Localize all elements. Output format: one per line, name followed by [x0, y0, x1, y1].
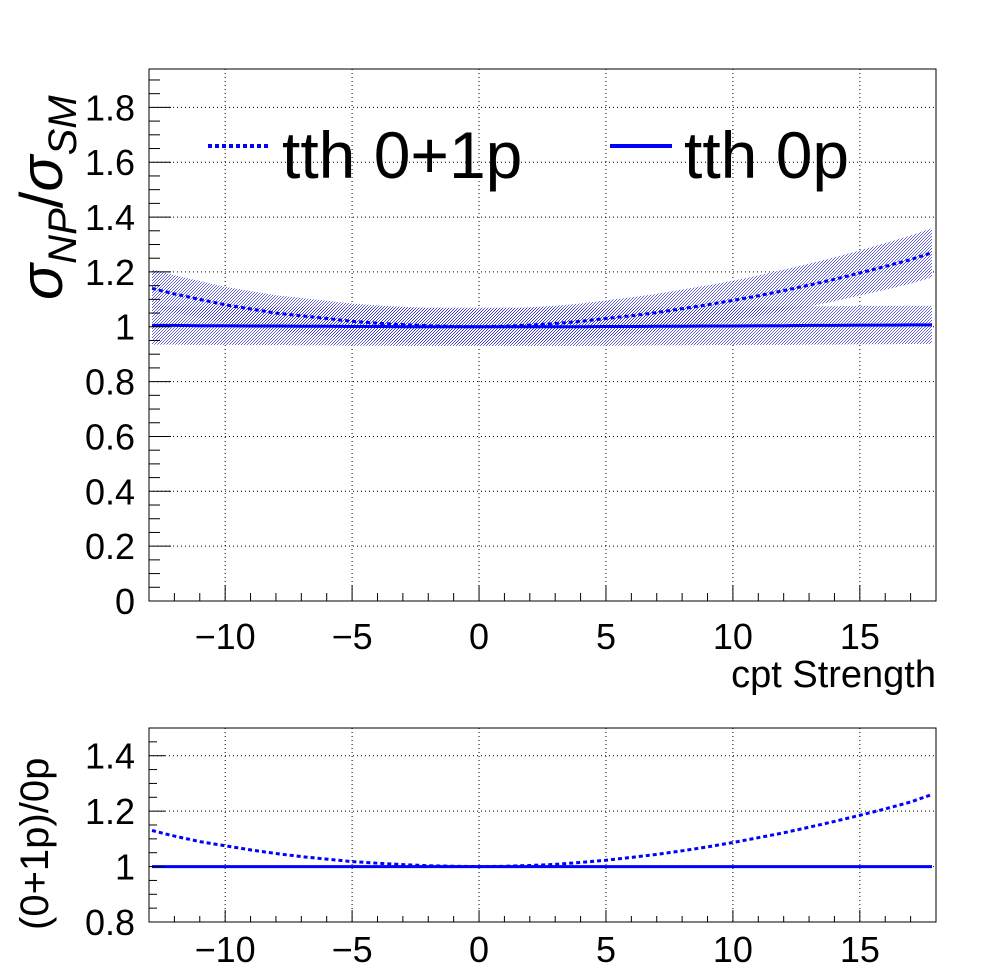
main-y-tick-labels: 0 0.2 0.4 0.6 0.8 1 1.2 1.4 1.6 1.8 — [85, 87, 135, 622]
y-tick-label: 1.4 — [85, 197, 135, 238]
y-tick-label: 1.4 — [85, 736, 135, 777]
y-tick-label: 0.8 — [85, 362, 135, 403]
x-tick-label: 10 — [713, 616, 753, 657]
y-tick-label: 0.4 — [85, 471, 135, 512]
x-tick-label: 10 — [713, 929, 753, 970]
y-tick-label: 0 — [115, 581, 135, 622]
x-tick-label: 0 — [469, 929, 489, 970]
main-axis-ticks — [148, 79, 937, 602]
ratio-grid — [149, 728, 936, 923]
main-x-axis-title: cpt Strength — [731, 654, 936, 696]
ratio-panel: 0.8 1 1.2 1.4 −10 −5 0 5 10 15 (0+1p)/0p — [13, 727, 937, 970]
main-series-lines — [151, 251, 933, 329]
y-tick-label: 1.2 — [85, 791, 135, 832]
legend-label-1: tth 0p — [684, 118, 849, 192]
y-title-sigma-2: σ — [8, 153, 75, 192]
y-tick-label: 1.2 — [85, 252, 135, 293]
series-line-1 — [152, 323, 932, 329]
y-tick-label: 1 — [115, 847, 135, 888]
ratio-y-tick-labels: 0.8 1 1.2 1.4 — [85, 736, 135, 943]
x-tick-label: −5 — [332, 616, 373, 657]
main-panel: 0 0.2 0.4 0.6 0.8 1 1.2 1.4 1.6 1.8 −10 −5 0 5 10 15 t… — [8, 68, 937, 696]
y-title-sub-sm: SM — [41, 95, 85, 156]
y-tick-label: 1.8 — [85, 87, 135, 128]
main-x-tick-labels: −10 −5 0 5 10 15 — [195, 616, 880, 657]
main-plot-frame — [148, 68, 937, 602]
y-title-sigma-1: σ — [8, 261, 75, 300]
x-tick-label: 15 — [840, 929, 880, 970]
main-uncertainty-bands — [152, 228, 932, 346]
legend: tth 0+1p tth 0p — [208, 118, 849, 192]
x-tick-label: 0 — [469, 616, 489, 657]
ratio-y-axis-title: (0+1p)/0p — [13, 758, 57, 930]
y-tick-label: 1.6 — [85, 142, 135, 183]
x-tick-label: −10 — [195, 929, 256, 970]
ratio-plot-frame — [148, 727, 937, 923]
ratio-x-tick-labels: −10 −5 0 5 10 15 — [195, 929, 880, 970]
y-tick-label: 1 — [115, 307, 135, 348]
x-tick-label: 5 — [596, 616, 616, 657]
x-tick-label: −5 — [332, 929, 373, 970]
x-tick-label: 15 — [840, 616, 880, 657]
y-title-slash: / — [8, 191, 75, 208]
y-tick-label: 0.2 — [85, 526, 135, 567]
legend-label-0: tth 0+1p — [282, 118, 522, 192]
y-tick-label: 0.8 — [85, 902, 135, 943]
ratio-series-lines — [151, 793, 933, 869]
ratio-axis-ticks — [148, 727, 937, 923]
y-title-sub-np: NP — [41, 208, 85, 264]
x-tick-label: 5 — [596, 929, 616, 970]
series-line-0 — [151, 793, 933, 869]
x-tick-label: −10 — [195, 616, 256, 657]
y-tick-label: 0.6 — [85, 416, 135, 457]
main-grid — [149, 69, 936, 602]
series-line-0 — [151, 251, 933, 329]
main-y-axis-title: σNP/σSM — [8, 95, 85, 300]
